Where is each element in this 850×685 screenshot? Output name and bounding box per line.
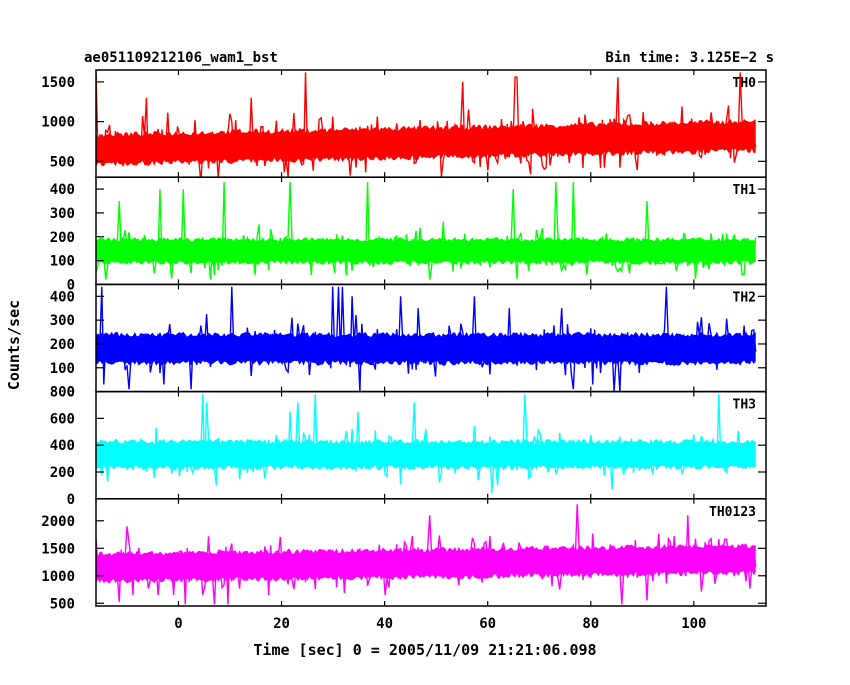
panel-label-th3: TH3 — [733, 398, 756, 413]
chart-title: ae051109212106_wam1_bst — [84, 50, 278, 66]
y-tick-label: 0 — [67, 385, 75, 401]
x-axis: 0 20 40 60 80 100 — [174, 616, 706, 632]
y-tick-label: 800 — [50, 385, 75, 401]
panel-label-th0: TH0 — [733, 76, 757, 91]
y-tick-label: 400 — [50, 182, 75, 198]
panel-th1: 0 100 200 300 400 TH1 — [50, 176, 767, 293]
y-tick-label: 200 — [50, 337, 75, 353]
panel-th2: 0 100 200 300 400 TH2 — [50, 283, 767, 401]
series-line-th1 — [96, 181, 757, 280]
panels-layer: 500 1000 1500 TH0 0 100 200 300 400 TH1 0 100 200 300… — [41, 69, 767, 612]
panel-label-th2: TH2 — [733, 290, 756, 305]
y-tick-label: 100 — [50, 361, 75, 377]
panel-th0: 500 1000 1500 TH0 — [41, 69, 767, 178]
x-tick-label: 20 — [273, 616, 290, 632]
panel-th0123: 500 1000 1500 2000 TH0123 — [41, 498, 767, 612]
y-tick-label: 600 — [50, 411, 75, 427]
y-tick-label: 300 — [50, 206, 75, 222]
x-tick-label: 100 — [681, 616, 706, 632]
series-band-th3 — [96, 438, 756, 471]
x-tick-label: 60 — [479, 616, 496, 632]
y-tick-label: 200 — [50, 465, 75, 481]
y-axis-title: Counts/sec — [5, 300, 23, 390]
panel-label-th1: TH1 — [733, 183, 757, 198]
y-tick-label: 500 — [50, 596, 75, 612]
bin-time-label: Bin time: 3.125E−2 s — [605, 50, 774, 66]
series-line-th2 — [96, 286, 757, 392]
y-tick-label: 1000 — [41, 115, 75, 131]
y-tick-label: 400 — [50, 438, 75, 454]
series-line-th3 — [96, 394, 757, 494]
x-tick-label: 80 — [582, 616, 599, 632]
y-tick-label: 0 — [67, 492, 75, 508]
y-tick-label: 100 — [50, 254, 75, 270]
x-axis-title: Time [sec] 0 = 2005/11/09 21:21:06.098 — [253, 641, 596, 659]
y-tick-label: 0 — [67, 277, 75, 293]
y-tick-label: 1000 — [41, 569, 75, 585]
y-tick-label: 400 — [50, 289, 75, 305]
y-tick-label: 200 — [50, 230, 75, 246]
y-tick-label: 500 — [50, 154, 75, 170]
y-tick-label: 1500 — [41, 541, 75, 557]
series-line-th0123 — [96, 504, 757, 605]
panel-th3: 0 200 400 600 800 TH3 — [50, 385, 767, 508]
y-tick-label: 300 — [50, 313, 75, 329]
panel-frame — [95, 498, 767, 607]
x-tick-label: 40 — [376, 616, 393, 632]
y-tick-label: 1500 — [41, 75, 75, 91]
panel-label-th0123: TH0123 — [709, 505, 756, 520]
series-line-th0 — [96, 72, 757, 178]
x-tick-label: 0 — [174, 616, 182, 632]
y-tick-label: 2000 — [41, 514, 75, 530]
